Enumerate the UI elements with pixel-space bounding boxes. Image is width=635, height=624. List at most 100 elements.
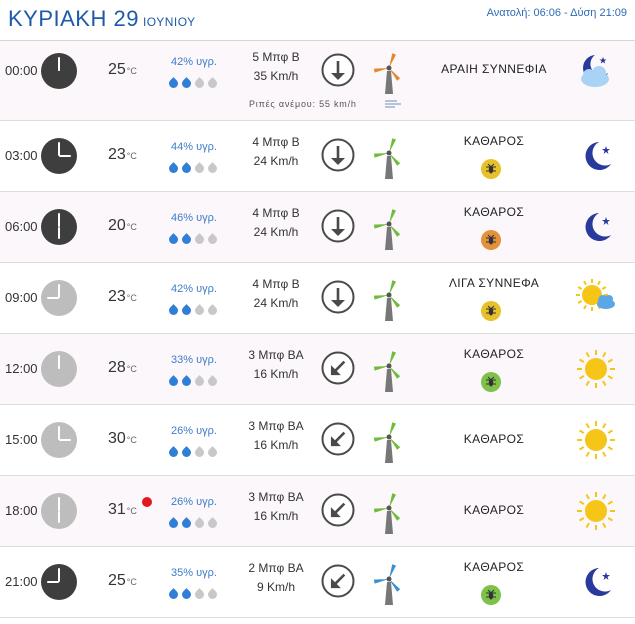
wind-turbine-icon [370,562,408,606]
humidity-drops [167,231,221,246]
table-row: 21:00 25°C 35% υγρ. 2 Μπφ ΒΑ 9 Km/h ΚΑΘΑΡΟΣ [0,547,635,618]
temperature-unit: °C [126,66,137,76]
temperature: 28°C [108,359,137,377]
drop-icon [193,588,206,601]
table-row: 03:00 23°C 44% υγρ. 4 Μπφ Β 24 Km/h ΚΑΘΑΡΟΣ [0,121,635,192]
pollen-icon [481,372,501,392]
wind-direction-arrow-icon [321,138,355,172]
temperature-value: 31 [108,501,126,518]
wind-speed: 24 Km/h [253,296,299,310]
drop-icon [193,77,206,90]
time-label: 18:00 [5,503,38,518]
drop-icon [167,588,180,601]
wind-speed: 24 Km/h [253,154,299,168]
heat-indicator-icon [142,497,152,507]
temperature-unit: °C [126,435,137,445]
drop-icon [167,304,180,317]
humidity-text: 42% υγρ. [171,283,217,295]
temperature-value: 23 [108,288,126,305]
wind-turbine-icon [370,491,408,535]
wind-beaufort: 4 Μπφ Β [252,277,300,291]
wind-speed: 16 Km/h [253,509,299,523]
wind-beaufort: 3 Μπφ ΒΑ [248,419,304,433]
humidity-drops [167,75,221,90]
temperature-value: 30 [108,430,126,447]
temperature-value: 25 [108,572,126,589]
month-label: ΙΟΥΝΙΟΥ [142,15,196,29]
sun-icon [575,491,617,531]
pollen-icon [481,301,501,321]
table-row: 06:00 20°C 46% υγρ. 4 Μπφ Β 24 Km/h ΚΑΘΑΡΟΣ [0,192,635,263]
humidity-drops [167,160,221,175]
wind-speed: 16 Km/h [253,438,299,452]
time-label: 12:00 [5,361,38,376]
time-label: 06:00 [5,219,38,234]
pollen-icon [481,585,501,605]
table-row: 09:00 23°C 42% υγρ. 4 Μπφ Β 24 Km/h ΛΙΓΑ ΣΥΝΝ… [0,263,635,334]
table-row: 15:00 30°C 26% υγρ. 3 Μπφ ΒΑ 16 Km/h ΚΑΘΑΡΟΣ [0,405,635,476]
humidity-drops [167,444,221,459]
clock-icon [41,422,77,458]
wind-speed: 35 Km/h [253,69,299,83]
sun-icon [575,420,617,460]
sun-icon [575,349,617,389]
drop-icon [193,517,206,530]
clock-icon [41,53,77,89]
drop-icon [180,304,193,317]
moon-cloud-icon [575,51,617,91]
pollen-icon [481,159,501,179]
temperature-value: 23 [108,146,126,163]
condition-label: ΑΡΑΙΗ ΣΥΝΝΕΦΙΑ [441,62,547,76]
wind-turbine-icon [370,278,408,322]
humidity-text: 46% υγρ. [171,212,217,224]
temperature: 20°C [108,217,137,235]
wind-beaufort: 3 Μπφ ΒΑ [248,490,304,504]
temperature: 30°C [108,430,137,448]
time-label: 00:00 [5,63,38,78]
wind-turbine-icon [370,420,408,464]
drop-icon [167,233,180,246]
temperature-value: 25 [108,61,126,78]
humidity-text: 44% υγρ. [171,141,217,153]
condition-label: ΚΑΘΑΡΟΣ [463,503,525,517]
condition-label: ΚΑΘΑΡΟΣ [463,205,525,219]
wind-direction-arrow-icon [321,53,355,87]
wind-gust-label: Ριπές ανέμου: 55 km/h [249,99,357,109]
wind-beaufort: 5 Μπφ Β [252,50,300,64]
condition-label: ΚΑΘΑΡΟΣ [463,134,525,148]
humidity-text: 35% υγρ. [171,567,217,579]
drop-icon [167,162,180,175]
clock-icon [41,280,77,316]
wind-direction-arrow-icon [321,422,355,456]
sunrise-sunset: Ανατολή: 06:06 - Δύση 21:09 [486,7,627,19]
time-label: 09:00 [5,290,38,305]
time-label: 03:00 [5,148,38,163]
hourly-forecast-table: 00:00 25°C 42% υγρ. 5 Μπφ Β 35 Km/h Ριπές ανέ… [0,41,635,618]
wind-direction-arrow-icon [321,280,355,314]
drop-icon [206,588,219,601]
temperature-unit: °C [126,577,137,587]
moon-icon [575,562,617,602]
humidity-drops [167,373,221,388]
drop-icon [206,162,219,175]
time-label: 15:00 [5,432,38,447]
drop-icon [206,233,219,246]
day-title: ΚΥΡΙΑΚΗ 29 ΙΟΥΝΙΟΥ [8,6,196,31]
drop-icon [193,233,206,246]
wind-speed: 16 Km/h [253,367,299,381]
temperature-unit: °C [126,293,137,303]
wind-beaufort: 3 Μπφ ΒΑ [248,348,304,362]
temperature-value: 20 [108,217,126,234]
drop-icon [206,304,219,317]
wind-speed: 24 Km/h [253,225,299,239]
moon-icon [575,207,617,247]
clock-icon [41,493,77,529]
wind-turbine-icon [370,136,408,180]
temperature-unit: °C [126,222,137,232]
drop-icon [193,375,206,388]
condition-label: ΚΑΘΑΡΟΣ [463,347,525,361]
temperature-unit: °C [126,506,137,516]
condition-label: ΚΑΘΑΡΟΣ [463,560,525,574]
drop-icon [180,446,193,459]
day-header: ΚΥΡΙΑΚΗ 29 ΙΟΥΝΙΟΥ Ανατολή: 06:06 - Δύση … [0,0,635,41]
